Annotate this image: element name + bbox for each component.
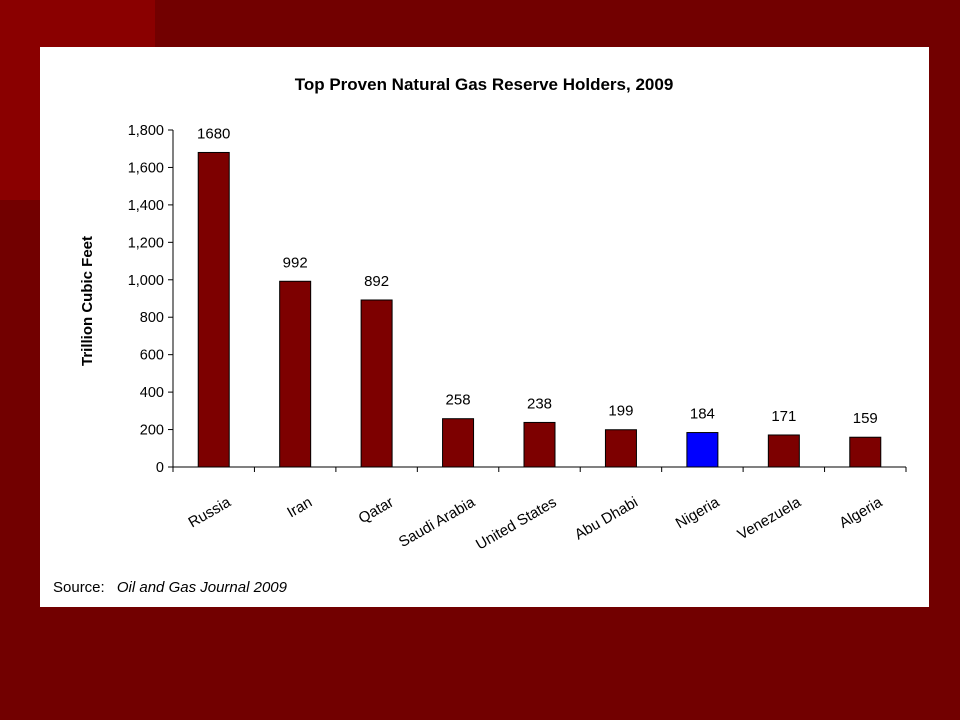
source-publication: Oil and Gas Journal 2009	[117, 579, 288, 596]
bar-saudi-arabia	[442, 418, 475, 468]
data-label: 992	[283, 254, 308, 271]
y-tick-label: 1,600	[128, 160, 164, 176]
y-tick-label: 600	[140, 348, 164, 364]
data-label: 892	[364, 273, 389, 290]
x-tick-label: Algeria	[836, 493, 886, 531]
bar-united-states	[523, 421, 556, 468]
x-tick-label: Russia	[186, 493, 235, 531]
x-tick-label: United States	[473, 494, 559, 554]
bar-algeria	[849, 436, 882, 468]
y-tick-label: 800	[140, 310, 164, 326]
bar-venezuela	[767, 434, 800, 468]
y-tick-label: 400	[140, 385, 164, 401]
bars: 1680 992 892 258 238 199 184 171 159	[197, 125, 882, 468]
y-axis-ticks: 0 200 400 600 800 1,000 1,200 1,400 1,600 1,800	[128, 123, 173, 476]
x-tick-label: Abu Dhabi	[572, 494, 641, 544]
data-label: 238	[527, 395, 552, 412]
chart-title: Top Proven Natural Gas Reserve Holders, …	[295, 75, 674, 94]
data-label: 258	[446, 392, 471, 409]
data-label: 171	[771, 408, 796, 425]
bar-iran	[279, 280, 312, 468]
x-tick-label: Venezuela	[735, 493, 805, 543]
data-label: 199	[608, 403, 633, 420]
bar-nigeria	[686, 432, 719, 468]
bar-russia	[197, 151, 230, 468]
bar-chart: Top Proven Natural Gas Reserve Holders, …	[53, 75, 907, 596]
chart-panel: Top Proven Natural Gas Reserve Holders, …	[40, 47, 929, 607]
data-label: 184	[690, 406, 715, 423]
y-tick-label: 1,400	[128, 198, 164, 214]
x-tick-label: Iran	[284, 494, 315, 522]
y-axis-label: Trillion Cubic Feet	[79, 236, 96, 366]
x-tick-label: Nigeria	[673, 493, 723, 532]
source-prefix: Source:	[53, 579, 105, 596]
data-label: 159	[853, 410, 878, 427]
y-tick-label: 200	[140, 423, 164, 439]
bar-qatar	[360, 299, 393, 468]
bar-abu-dhabi	[604, 429, 637, 468]
data-label: 1680	[197, 125, 230, 142]
y-tick-label: 1,000	[128, 273, 164, 289]
x-tick-label: Saudi Arabia	[396, 493, 479, 551]
x-tick-label: Qatar	[356, 494, 397, 527]
y-tick-label: 1,200	[128, 235, 164, 251]
source-note: Source: Oil and Gas Journal 2009	[53, 579, 288, 596]
y-tick-label: 0	[156, 460, 164, 476]
y-tick-label: 1,800	[128, 123, 164, 139]
